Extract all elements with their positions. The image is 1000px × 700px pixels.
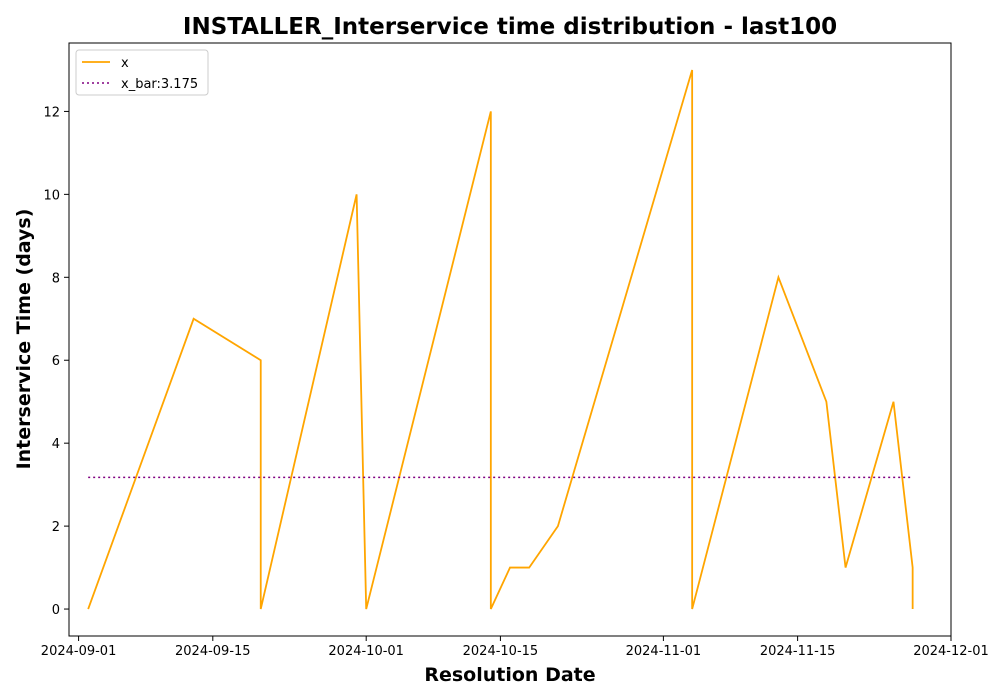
y-tick-label-3: 6 [52, 354, 60, 369]
legend-label-1: x_bar:3.175 [121, 77, 198, 92]
x-tick-label-6: 2024-12-01 [913, 644, 989, 659]
y-tick-label-4: 8 [52, 271, 60, 286]
y-tick-label-1: 2 [52, 520, 60, 535]
x-tick-label-1: 2024-09-15 [175, 644, 251, 659]
series-line-0 [88, 70, 912, 609]
x-tick-label-2: 2024-10-01 [328, 644, 404, 659]
x-tick-label-0: 2024-09-01 [41, 644, 117, 659]
x-tick-label-5: 2024-11-15 [760, 644, 836, 659]
chart-title: INSTALLER_Interservice time distribution… [183, 14, 837, 40]
y-tick-label-0: 0 [52, 603, 60, 618]
x-tick-label-4: 2024-11-01 [626, 644, 702, 659]
legend-label-0: x [121, 56, 129, 71]
y-tick-label-2: 4 [52, 437, 60, 452]
x-tick-label-3: 2024-10-15 [463, 644, 539, 659]
x-axis-title: Resolution Date [424, 664, 595, 686]
axes-frame [69, 43, 951, 636]
plot-area: 2024-09-01 2024-09-15 2024-10-01 2024-10-15… [41, 43, 989, 659]
y-axis-title: Interservice Time (days) [13, 209, 35, 470]
y-tick-label-5: 10 [43, 188, 60, 203]
y-tick-label-6: 12 [43, 105, 60, 120]
